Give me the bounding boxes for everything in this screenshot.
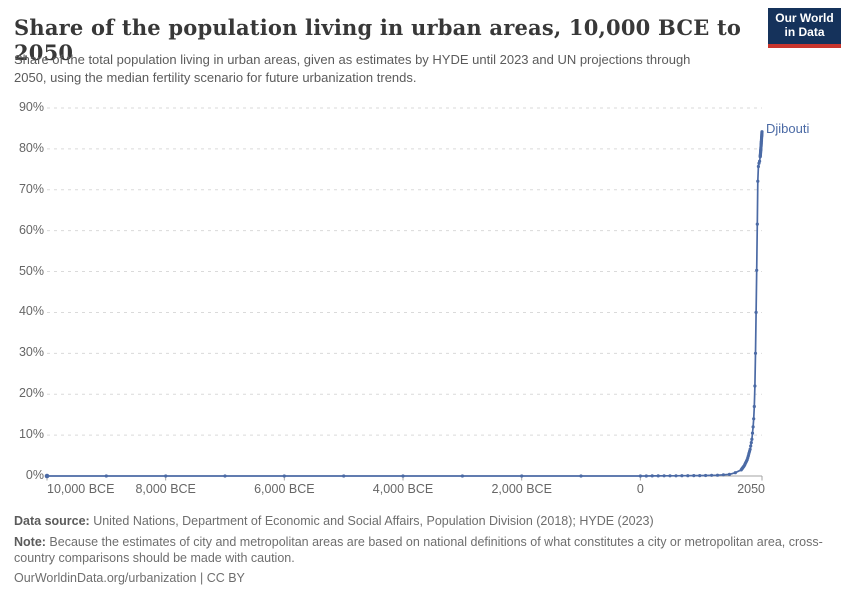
data-source-label: Data source: [14,514,90,528]
data-point-marker[interactable] [727,472,732,476]
y-axis-tick-label: 90% [18,100,44,114]
y-axis-tick-label: 40% [18,304,44,319]
data-point-marker[interactable] [686,474,690,478]
y-axis-tick-label: 60% [18,222,44,237]
x-axis-tick-label: 2050 [737,482,765,496]
y-axis-tick-label: 70% [18,181,44,196]
citation-link[interactable]: OurWorldinData.org/urbanization | CC BY [14,571,245,585]
data-point-marker[interactable] [756,179,760,183]
data-point-marker[interactable] [579,474,583,478]
y-axis-tick-label: 20% [18,386,44,401]
data-point-marker[interactable] [753,384,757,388]
data-point-marker[interactable] [748,447,752,451]
data-point-marker[interactable] [104,474,108,478]
data-point-marker[interactable] [752,417,756,421]
chart-subtitle: Share of the total population living in … [14,52,691,86]
owid-logo-line1: Our World [775,11,834,26]
data-point-marker[interactable] [342,474,346,478]
y-axis-tick-label: 0% [25,468,44,482]
series-line[interactable] [47,131,763,477]
data-point-marker[interactable] [282,474,286,478]
data-point-marker[interactable] [753,351,758,355]
data-point-marker[interactable] [750,431,755,435]
data-point-marker[interactable] [460,474,464,478]
data-point-marker[interactable] [760,130,764,134]
series-djibouti[interactable] [44,130,764,479]
note-text: Because the estimates of city and metrop… [14,535,823,565]
y-axis-tick-label: 80% [18,140,44,155]
data-point-marker[interactable] [755,222,759,226]
data-point-marker[interactable] [520,474,524,478]
owid-logo[interactable]: Our World in Data [768,8,841,48]
owid-logo-line2: in Data [784,25,825,39]
data-source-line: Data source: United Nations, Department … [14,513,838,529]
data-point-marker[interactable] [721,473,726,477]
data-point-marker[interactable] [733,471,737,475]
x-axis-tick-label: 10,000 BCE [47,482,115,496]
data-point-marker[interactable] [758,159,762,163]
x-axis-tick-label: 2,000 BCE [491,482,552,496]
data-point-marker[interactable] [704,473,708,478]
data-point-marker[interactable] [692,474,696,478]
data-point-marker[interactable] [44,473,50,479]
x-axis-tick-label: 6,000 BCE [254,482,315,496]
y-axis-tick-label: 30% [18,345,44,360]
data-point-marker[interactable] [680,474,684,478]
data-point-marker[interactable] [644,474,648,478]
note-line: Note: Because the estimates of city and … [14,534,834,566]
data-point-marker[interactable] [710,473,714,477]
x-axis-tick-label: 0 [636,482,644,496]
data-point-marker[interactable] [223,474,227,478]
data-point-marker[interactable] [662,474,666,478]
data-point-marker[interactable] [755,268,759,272]
data-point-marker[interactable] [752,404,756,409]
data-point-marker[interactable] [401,474,405,478]
data-point-marker[interactable] [668,474,672,478]
data-point-marker[interactable] [698,474,702,478]
data-point-marker[interactable] [715,473,720,477]
data-point-marker[interactable] [650,474,654,478]
y-axis-tick-label: 50% [18,263,44,278]
data-point-marker[interactable] [754,310,758,314]
data-point-marker[interactable] [751,425,755,429]
x-axis-tick-label: 8,000 BCE [135,482,196,496]
data-point-marker[interactable] [674,474,678,478]
x-axis-tick-label: 4,000 BCE [372,482,434,496]
y-axis-tick-label: 10% [18,427,44,442]
data-point-marker[interactable] [749,444,753,448]
data-point-marker[interactable] [656,474,660,478]
data-point-marker[interactable] [756,164,761,169]
data-source-text: United Nations, Department of Economic a… [89,514,654,528]
data-point-marker[interactable] [638,474,643,478]
note-label: Note: [14,535,46,549]
data-point-marker[interactable] [164,474,168,478]
data-point-marker[interactable] [749,441,753,445]
data-point-marker[interactable] [750,437,754,441]
chart-title: Share of the population living in urban … [14,15,742,65]
series-label-djibouti[interactable]: Djibouti [766,121,810,136]
